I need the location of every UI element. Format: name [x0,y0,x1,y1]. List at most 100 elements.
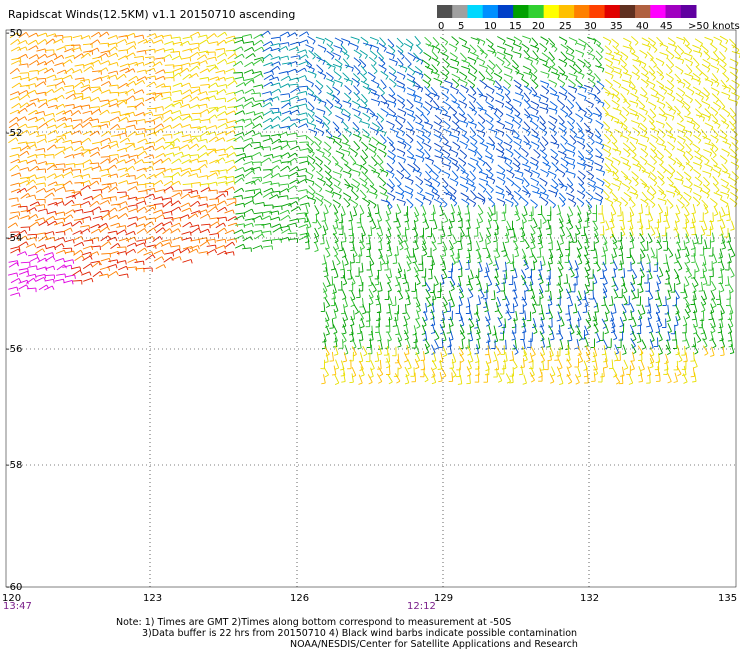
wind-barb-tick [368,138,372,143]
wind-barb [524,168,533,174]
wind-barb [476,218,481,228]
wind-barb [421,59,430,66]
wind-barb-tick [270,138,273,143]
wind-barb [234,157,243,163]
wind-barb [585,199,593,207]
wind-barb [467,94,477,100]
wind-barb [424,65,434,71]
wind-barb-tick [735,101,738,107]
wind-barb [629,100,639,105]
wind-barb [332,199,341,205]
wind-barb [557,178,565,186]
wind-barb [143,39,152,44]
wind-barb [99,210,109,213]
wind-barb [460,84,469,90]
wind-barb [108,214,118,220]
wind-barb [665,169,673,176]
wind-barb [56,116,66,122]
wind-barb-tick [629,247,634,250]
wind-barb [710,87,720,93]
wind-barb-tick [163,189,166,194]
wind-barb-tick [252,196,254,201]
wind-barb-tick [681,146,685,151]
wind-barb [565,156,575,161]
wind-barb [586,211,590,221]
wind-barb-tick [234,53,238,58]
wind-barb [701,63,711,70]
wind-barb [263,187,272,193]
wind-barb [197,237,207,240]
wind-barb [452,113,460,122]
wind-barb [190,195,200,198]
wind-barb-tick [206,139,208,144]
wind-barb-tick [363,79,367,83]
wind-barb-tick [600,166,603,171]
wind-barb [172,236,182,241]
wind-barb [604,241,608,251]
wind-barb [578,155,586,162]
wind-barb-tick [152,145,155,150]
wind-barb [656,185,665,193]
wind-barb [342,134,349,142]
wind-barb [125,80,134,87]
wind-barb [377,162,385,171]
wind-barb [369,36,379,41]
wind-barb-tick [612,213,616,216]
wind-barb [215,222,224,229]
wind-barb [719,35,729,41]
wind-barb-tick [490,125,494,130]
wind-barb [62,139,72,144]
wind-barb-tick [698,133,702,137]
wind-barb-tick [18,103,22,108]
wind-barb-tick [545,98,549,103]
wind-barb-tick [645,111,648,116]
wind-barb [224,241,233,248]
wind-barb-tick [602,68,605,73]
wind-barb [586,51,596,57]
wind-barb [73,152,83,156]
wind-barb [638,163,646,171]
wind-barb [100,60,109,65]
wind-barb-tick [332,139,336,144]
wind-barb-tick [499,77,503,82]
wind-barb [442,120,451,127]
wind-barb [449,65,459,70]
wind-barb [305,212,309,222]
wind-barb [9,109,19,115]
wind-barb [189,245,199,250]
wind-barb [278,195,288,198]
wind-barb-tick [224,227,227,232]
wind-barb-tick [107,213,111,218]
wind-barb-tick [89,159,93,164]
wind-barb [503,141,512,147]
wind-barb [655,57,665,63]
wind-barb-tick [45,161,48,166]
wind-barb-tick [543,48,548,53]
wind-barb [369,240,372,250]
wind-barb-tick [707,104,711,109]
wind-barb [62,109,71,115]
wind-barb-tick [159,236,163,240]
wind-barb-tick [348,169,352,173]
wind-barb-tick [338,146,343,150]
wind-barb-tick [472,168,476,172]
wind-barb-tick [555,110,558,115]
wind-barb [385,199,393,207]
wind-barb-tick [560,234,565,237]
wind-barb [511,65,520,72]
wind-barb [494,85,503,91]
wind-barb-tick [163,76,166,81]
wind-barb [161,96,171,100]
wind-barb [548,198,556,206]
wind-barb [332,191,342,197]
wind-barb [539,141,546,150]
wind-barb [83,166,92,171]
wind-barb-tick [446,89,450,94]
wind-barb-tick [448,160,452,165]
wind-barb-tick [392,55,395,60]
wind-barb-tick [573,134,578,138]
wind-barb [387,100,396,105]
wind-barb [215,48,225,51]
wind-barb-tick [536,48,540,53]
wind-barb [325,176,333,184]
